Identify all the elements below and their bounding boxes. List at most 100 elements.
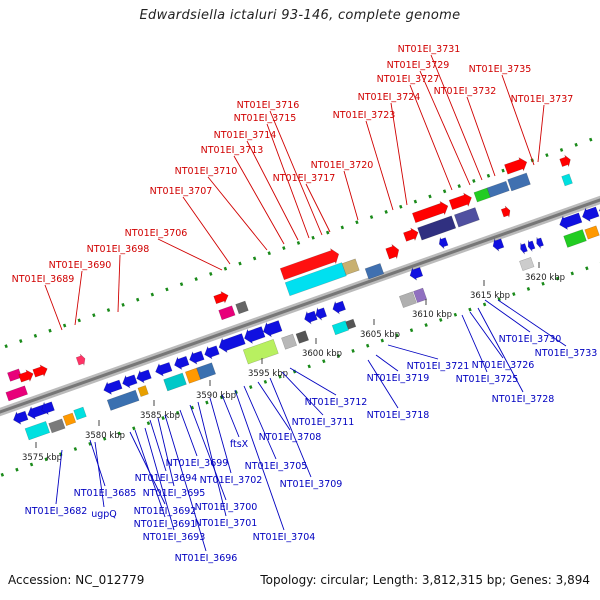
upper-leader-line <box>430 54 483 181</box>
gene-feature-8 <box>48 418 66 434</box>
gene-shape <box>32 364 48 378</box>
gene-shape <box>507 172 531 192</box>
gene-feature-22 <box>184 367 201 384</box>
gene-shape <box>75 353 86 366</box>
gene-shape <box>136 369 152 384</box>
upper-gene-label: NT01EI_3727 <box>377 74 440 85</box>
lower-leader-line <box>149 419 167 472</box>
upper-gene-label: NT01EI_3720 <box>311 160 374 171</box>
scale-label: 3605 kbp <box>360 330 400 340</box>
gene-shape <box>536 237 544 249</box>
lower-gene-label: NT01EI_3728 <box>492 394 555 405</box>
scale-label: 3585 kbp <box>140 411 180 421</box>
upper-leader-line <box>390 102 408 206</box>
lower-leader-line <box>197 401 227 517</box>
gene-feature-40 <box>345 318 357 330</box>
gene-shape <box>137 385 149 397</box>
scale-label: 3580 kbp <box>85 431 125 441</box>
lower-gene-label: NT01EI_3694 <box>135 473 198 484</box>
gene-feature-2 <box>18 369 34 383</box>
gene-feature-59 <box>527 240 536 252</box>
lower-leader-line <box>144 427 175 531</box>
gene-feature-20 <box>204 345 220 360</box>
gene-shape <box>559 154 571 168</box>
lower-gene-label: NT01EI_3701 <box>195 518 258 529</box>
lower-gene-label: NT01EI_3711 <box>292 417 355 428</box>
gene-feature-10 <box>73 406 87 421</box>
gene-feature-53 <box>500 205 511 218</box>
gene-feature-65 <box>563 229 587 248</box>
lower-gene-label: NT01EI_3719 <box>367 373 430 384</box>
gene-shape <box>341 258 360 276</box>
gene-shape <box>106 389 140 411</box>
lower-leader-line <box>55 449 63 505</box>
gene-feature-31 <box>281 333 298 350</box>
gene-feature-16 <box>137 385 149 397</box>
gene-feature-45 <box>398 291 417 308</box>
gene-feature-6 <box>41 401 55 416</box>
upper-leader-line <box>269 110 323 236</box>
upper-leader-line <box>44 284 63 331</box>
lower-leader-line <box>157 417 175 487</box>
lower-gene-label: NT01EI_3692 <box>134 506 197 517</box>
lower-leader-line <box>209 397 232 474</box>
lower-leader-line <box>164 414 207 552</box>
gene-feature-47 <box>417 215 457 241</box>
upper-gene-label: NT01EI_3710 <box>175 166 238 177</box>
gene-shape <box>345 318 357 330</box>
upper-leader-line <box>343 170 359 221</box>
gene-feature-15 <box>106 389 140 411</box>
upper-leader-line <box>501 74 535 166</box>
gene-shape <box>584 225 600 240</box>
lower-gene-label: NT01EI_3709 <box>280 479 343 490</box>
gene-feature-60 <box>536 237 544 249</box>
upper-leader-line <box>365 120 394 211</box>
gene-shape <box>5 385 28 402</box>
gene-shape <box>500 205 511 218</box>
gene-feature-55 <box>486 180 510 198</box>
gene-shape <box>189 350 205 365</box>
lower-gene-label: NT01EI_3700 <box>195 502 258 513</box>
gene-shape <box>279 247 340 281</box>
upper-leader-line <box>207 176 268 251</box>
gene-shape <box>398 291 417 308</box>
lower-leader-line <box>221 394 240 438</box>
upper-leader-line <box>246 140 299 241</box>
gene-shape <box>454 207 480 228</box>
gene-feature-29 <box>213 291 229 305</box>
scale-ticks: 3575 kbp 3580 kbp 3585 kbp 3590 kbp 3595 kbp… <box>22 262 565 463</box>
upper-leader-line <box>537 104 545 163</box>
gene-shape <box>62 412 77 427</box>
gene-shape <box>304 310 318 325</box>
gene-shape <box>527 240 536 252</box>
gene-feature-36 <box>284 262 347 297</box>
topology-stats: Topology: circular; Length: 3,812,315 bp… <box>260 573 590 587</box>
upper-leader-line <box>117 254 121 313</box>
gene-shape <box>213 291 229 305</box>
gene-feature-32 <box>295 330 310 344</box>
gene-shape <box>27 404 47 420</box>
gene-feature-35 <box>332 300 346 315</box>
gene-feature-24 <box>218 333 246 354</box>
upper-gene-label: NT01EI_3707 <box>150 186 213 197</box>
lower-leader-line <box>367 359 399 409</box>
lower-leader-line <box>94 441 105 508</box>
scale-label: 3575 kbp <box>22 453 62 463</box>
upper-leader-line <box>182 196 231 265</box>
lower-gene-label: NT01EI_3733 <box>535 348 598 359</box>
gene-feature-67 <box>561 173 573 187</box>
gene-feature-39 <box>331 320 349 336</box>
gene-shape <box>48 418 66 434</box>
gene-feature-56 <box>507 172 531 192</box>
lower-gene-label: NT01EI_3695 <box>143 488 206 499</box>
upper-gene-label: NT01EI_3689 <box>12 274 75 285</box>
lower-leader-line <box>243 385 277 460</box>
gene-shape <box>581 206 600 223</box>
accession-text: Accession: NC_012779 <box>8 573 145 587</box>
upper-gene-label: NT01EI_3737 <box>511 94 574 105</box>
upper-leader-line <box>157 238 223 271</box>
gene-feature-66 <box>584 225 600 240</box>
upper-leader-line <box>74 270 83 326</box>
lower-gene-label: NT01EI_3708 <box>259 432 322 443</box>
